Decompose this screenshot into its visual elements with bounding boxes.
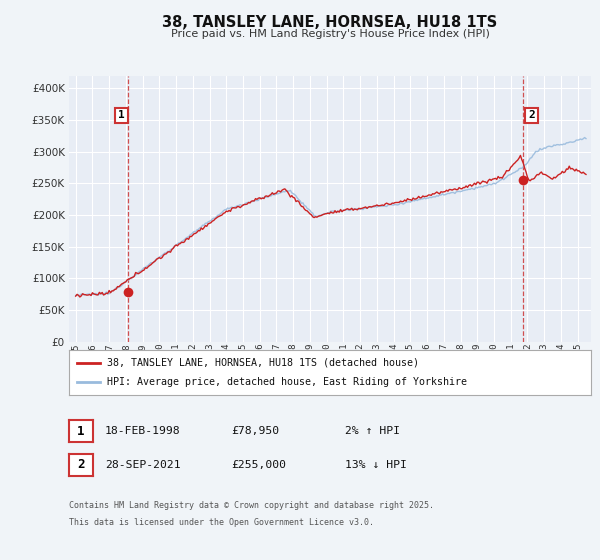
Text: Price paid vs. HM Land Registry's House Price Index (HPI): Price paid vs. HM Land Registry's House …: [170, 29, 490, 39]
Text: 2: 2: [77, 458, 85, 472]
Text: Contains HM Land Registry data © Crown copyright and database right 2025.: Contains HM Land Registry data © Crown c…: [69, 501, 434, 510]
Text: 1: 1: [77, 424, 85, 438]
Text: 38, TANSLEY LANE, HORNSEA, HU18 1TS (detached house): 38, TANSLEY LANE, HORNSEA, HU18 1TS (det…: [107, 357, 419, 367]
Text: 13% ↓ HPI: 13% ↓ HPI: [345, 460, 407, 470]
Text: 1: 1: [118, 110, 125, 120]
Text: 38, TANSLEY LANE, HORNSEA, HU18 1TS: 38, TANSLEY LANE, HORNSEA, HU18 1TS: [163, 15, 497, 30]
Text: This data is licensed under the Open Government Licence v3.0.: This data is licensed under the Open Gov…: [69, 518, 374, 527]
Text: 28-SEP-2021: 28-SEP-2021: [105, 460, 181, 470]
Text: 2: 2: [528, 110, 535, 120]
Text: HPI: Average price, detached house, East Riding of Yorkshire: HPI: Average price, detached house, East…: [107, 377, 467, 388]
Text: £78,950: £78,950: [231, 426, 279, 436]
Text: 2% ↑ HPI: 2% ↑ HPI: [345, 426, 400, 436]
Text: £255,000: £255,000: [231, 460, 286, 470]
Text: 18-FEB-1998: 18-FEB-1998: [105, 426, 181, 436]
